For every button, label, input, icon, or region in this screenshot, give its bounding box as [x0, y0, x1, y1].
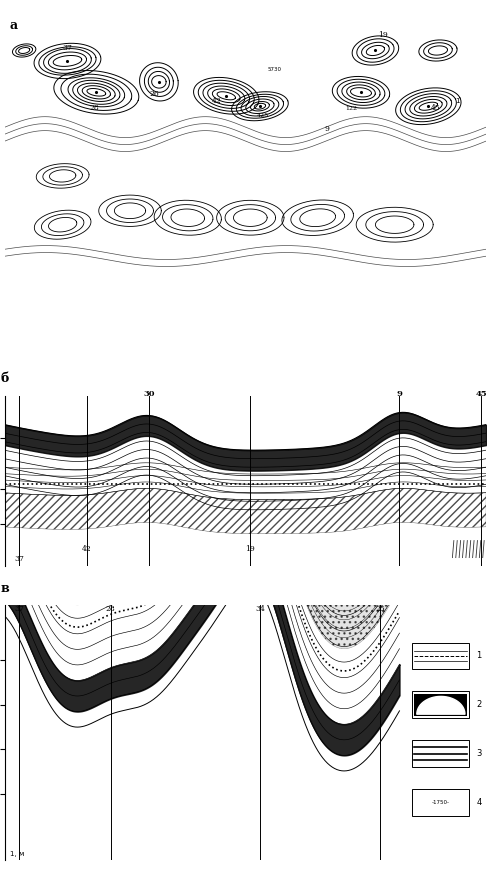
Text: 1, м: 1, м [10, 851, 24, 857]
Text: 42: 42 [82, 545, 92, 553]
Text: 30: 30 [143, 390, 155, 398]
Text: 9: 9 [397, 390, 403, 398]
Text: -1750-: -1750- [432, 800, 449, 805]
Text: 45: 45 [431, 103, 440, 112]
Text: 19: 19 [246, 545, 255, 553]
Text: 28: 28 [89, 103, 99, 112]
Text: 9: 9 [325, 124, 330, 133]
Bar [411, 692, 469, 718]
Text: 37: 37 [62, 44, 72, 52]
Text: 4: 4 [476, 798, 482, 807]
Bar [411, 789, 469, 816]
Text: 34: 34 [255, 606, 265, 614]
Text: а: а [10, 19, 18, 32]
Text: 425: 425 [256, 113, 269, 117]
Text: 26: 26 [149, 90, 159, 98]
Bar [414, 693, 467, 716]
Text: 25: 25 [375, 606, 385, 614]
Bar [411, 642, 469, 669]
Text: 1: 1 [476, 652, 482, 660]
Text: б: б [0, 372, 8, 385]
Text: 28: 28 [106, 606, 116, 614]
Text: 42: 42 [212, 96, 221, 105]
Text: в: в [0, 582, 9, 595]
Bar [411, 740, 469, 767]
Text: 1: 1 [455, 97, 460, 103]
Text: 45: 45 [475, 390, 487, 398]
Text: 122: 122 [345, 106, 357, 110]
Text: 3: 3 [476, 749, 482, 758]
Text: 37: 37 [14, 606, 24, 614]
Text: 19: 19 [378, 30, 387, 38]
Text: 5730: 5730 [268, 68, 281, 72]
Text: 2: 2 [476, 700, 482, 709]
Text: 37: 37 [14, 555, 24, 563]
